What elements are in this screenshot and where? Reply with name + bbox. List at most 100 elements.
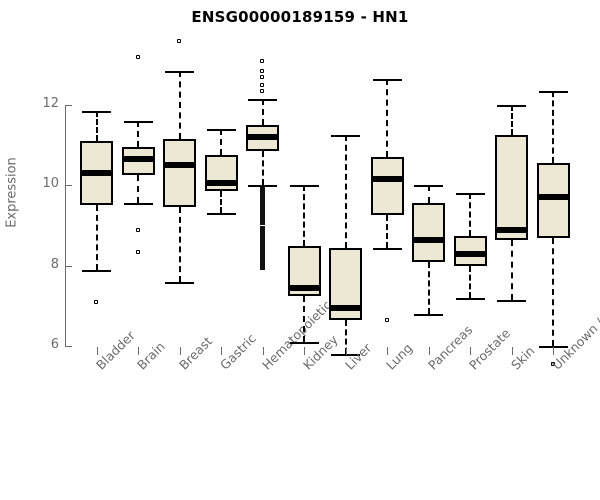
y-tick-label: 12: [42, 96, 59, 111]
cap-upper: [414, 185, 443, 188]
outlier-point: [260, 217, 265, 222]
median-line: [163, 162, 196, 169]
whisker-lower: [552, 237, 554, 346]
median-line: [329, 304, 362, 311]
whisker-lower: [427, 261, 430, 314]
outlier-point: [177, 38, 181, 43]
outlier-point: [260, 58, 264, 63]
outlier-point: [260, 245, 265, 250]
outlier-point: [94, 299, 98, 304]
y-tick-label: 8: [50, 256, 59, 272]
y-tick-mark: [65, 105, 72, 106]
cap-upper: [165, 70, 194, 73]
x-tick-mark: [221, 347, 222, 355]
whisker-upper: [137, 121, 139, 148]
whisker-upper: [469, 193, 471, 236]
cap-lower: [372, 247, 402, 250]
median-line: [204, 180, 238, 187]
cap-lower: [455, 297, 485, 300]
y-tick-label: 10: [42, 176, 59, 192]
cap-upper: [497, 105, 526, 107]
outlier-point: [260, 257, 265, 262]
outlier-point: [260, 221, 265, 226]
whisker-lower: [510, 239, 513, 300]
cap-upper: [455, 193, 485, 196]
cap-lower: [82, 269, 111, 272]
outlier-point: [260, 205, 265, 210]
median-line: [536, 194, 570, 201]
median-line: [246, 134, 279, 141]
x-tick-mark: [138, 347, 139, 355]
cap-lower: [331, 354, 360, 357]
outlier-point: [260, 241, 265, 246]
whisker-upper: [220, 129, 222, 156]
median-line: [412, 236, 445, 243]
y-tick-mark: [65, 185, 72, 187]
outlier-point: [260, 193, 265, 198]
y-tick-mark: [65, 265, 72, 267]
outlier-point: [260, 229, 265, 234]
whisker-lower: [178, 207, 181, 282]
y-tick-mark: [65, 346, 72, 347]
outlier-point: [260, 189, 265, 194]
whisker-lower: [344, 319, 347, 355]
cap-upper: [206, 129, 236, 132]
median-line: [287, 284, 321, 291]
outlier-point: [260, 237, 265, 242]
whisker-lower: [386, 215, 388, 248]
cap-upper: [372, 78, 402, 81]
box-iqr[interactable]: [453, 235, 487, 266]
median-line: [121, 156, 155, 163]
outlier-point: [135, 249, 140, 254]
whisker-lower: [303, 295, 305, 342]
x-tick-mark: [553, 347, 554, 355]
median-line: [80, 170, 113, 177]
box-iqr[interactable]: [495, 135, 528, 240]
x-tick-mark: [428, 347, 430, 355]
y-axis-line: [65, 105, 66, 347]
outlier-point: [260, 197, 265, 202]
box-iqr[interactable]: [536, 163, 570, 238]
cap-lower: [206, 213, 236, 216]
whisker-upper: [344, 135, 347, 248]
whisker-lower: [220, 191, 222, 214]
box-iqr[interactable]: [163, 139, 196, 208]
median-line: [495, 226, 528, 233]
whisker-upper: [261, 98, 264, 126]
outlier-point: [260, 233, 265, 238]
cap-lower: [497, 299, 526, 302]
whisker-upper: [178, 70, 181, 140]
cap-lower: [414, 313, 443, 316]
outlier-point: [135, 54, 140, 59]
outlier-point: [550, 362, 555, 367]
cap-upper: [82, 111, 111, 114]
whisker-upper: [552, 90, 554, 164]
outlier-point: [260, 249, 265, 254]
x-tick-mark: [179, 347, 181, 355]
cap-upper: [123, 121, 153, 124]
outlier-point: [260, 225, 265, 230]
x-tick-mark: [387, 347, 388, 355]
outlier-point: [260, 74, 264, 79]
outlier-point: [260, 185, 265, 190]
outlier-point: [260, 261, 265, 266]
cap-upper: [331, 135, 360, 138]
whisker-upper: [510, 105, 513, 136]
cap-upper: [538, 90, 568, 93]
cap-lower: [165, 281, 194, 284]
x-tick-mark: [470, 347, 471, 355]
outlier-point: [260, 209, 265, 214]
cap-upper: [289, 185, 319, 188]
outlier-point: [260, 265, 265, 270]
box-iqr[interactable]: [370, 157, 404, 216]
whisker-lower: [95, 205, 98, 270]
outlier-point: [260, 201, 265, 206]
whisker-lower: [261, 151, 264, 186]
y-tick-label: 6: [50, 337, 59, 352]
x-tick-mark: [345, 347, 347, 355]
outlier-point: [260, 88, 264, 93]
whisker-upper: [95, 111, 98, 142]
box-iqr[interactable]: [412, 203, 445, 262]
chart-title: ENSG00000189159 - HN1: [191, 8, 409, 26]
